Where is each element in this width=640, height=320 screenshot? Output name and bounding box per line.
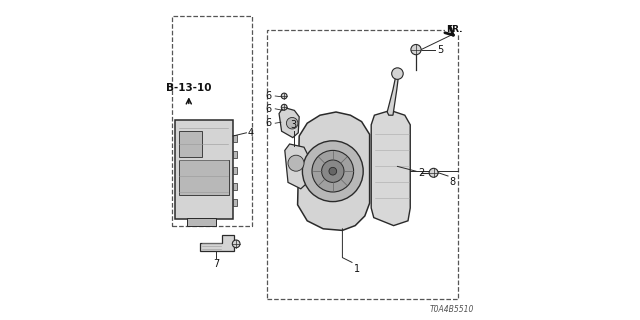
Text: 3: 3 <box>291 120 297 130</box>
Text: 4: 4 <box>248 128 254 138</box>
Polygon shape <box>268 30 458 299</box>
Polygon shape <box>179 131 202 157</box>
Polygon shape <box>371 110 410 226</box>
Polygon shape <box>233 199 237 206</box>
Text: 8: 8 <box>450 177 456 187</box>
Circle shape <box>232 240 240 248</box>
Text: B-13-10: B-13-10 <box>166 83 212 93</box>
Polygon shape <box>187 218 216 226</box>
Polygon shape <box>298 112 370 230</box>
Circle shape <box>411 44 421 55</box>
Circle shape <box>303 141 364 202</box>
Polygon shape <box>233 151 237 158</box>
Text: 6: 6 <box>265 104 271 114</box>
Circle shape <box>322 160 344 182</box>
Circle shape <box>288 155 304 171</box>
Circle shape <box>429 168 438 177</box>
Text: FR.: FR. <box>447 25 463 34</box>
Text: 5: 5 <box>437 45 443 55</box>
Text: T0A4B5510: T0A4B5510 <box>429 305 474 314</box>
Text: 6: 6 <box>265 91 271 101</box>
Text: 1: 1 <box>355 264 360 274</box>
Polygon shape <box>233 183 237 190</box>
Circle shape <box>282 104 287 110</box>
Polygon shape <box>387 74 398 115</box>
Polygon shape <box>285 144 309 189</box>
Text: 7: 7 <box>213 259 219 269</box>
Polygon shape <box>172 16 252 226</box>
Circle shape <box>392 68 403 79</box>
Polygon shape <box>175 120 233 219</box>
Polygon shape <box>233 135 237 142</box>
Circle shape <box>282 93 287 99</box>
Polygon shape <box>179 160 229 195</box>
Polygon shape <box>200 235 234 251</box>
Text: 2: 2 <box>419 168 425 178</box>
Text: 6: 6 <box>265 118 271 128</box>
Polygon shape <box>279 107 300 138</box>
Circle shape <box>312 150 354 192</box>
Polygon shape <box>233 167 237 174</box>
Circle shape <box>329 167 337 175</box>
Circle shape <box>287 117 298 129</box>
